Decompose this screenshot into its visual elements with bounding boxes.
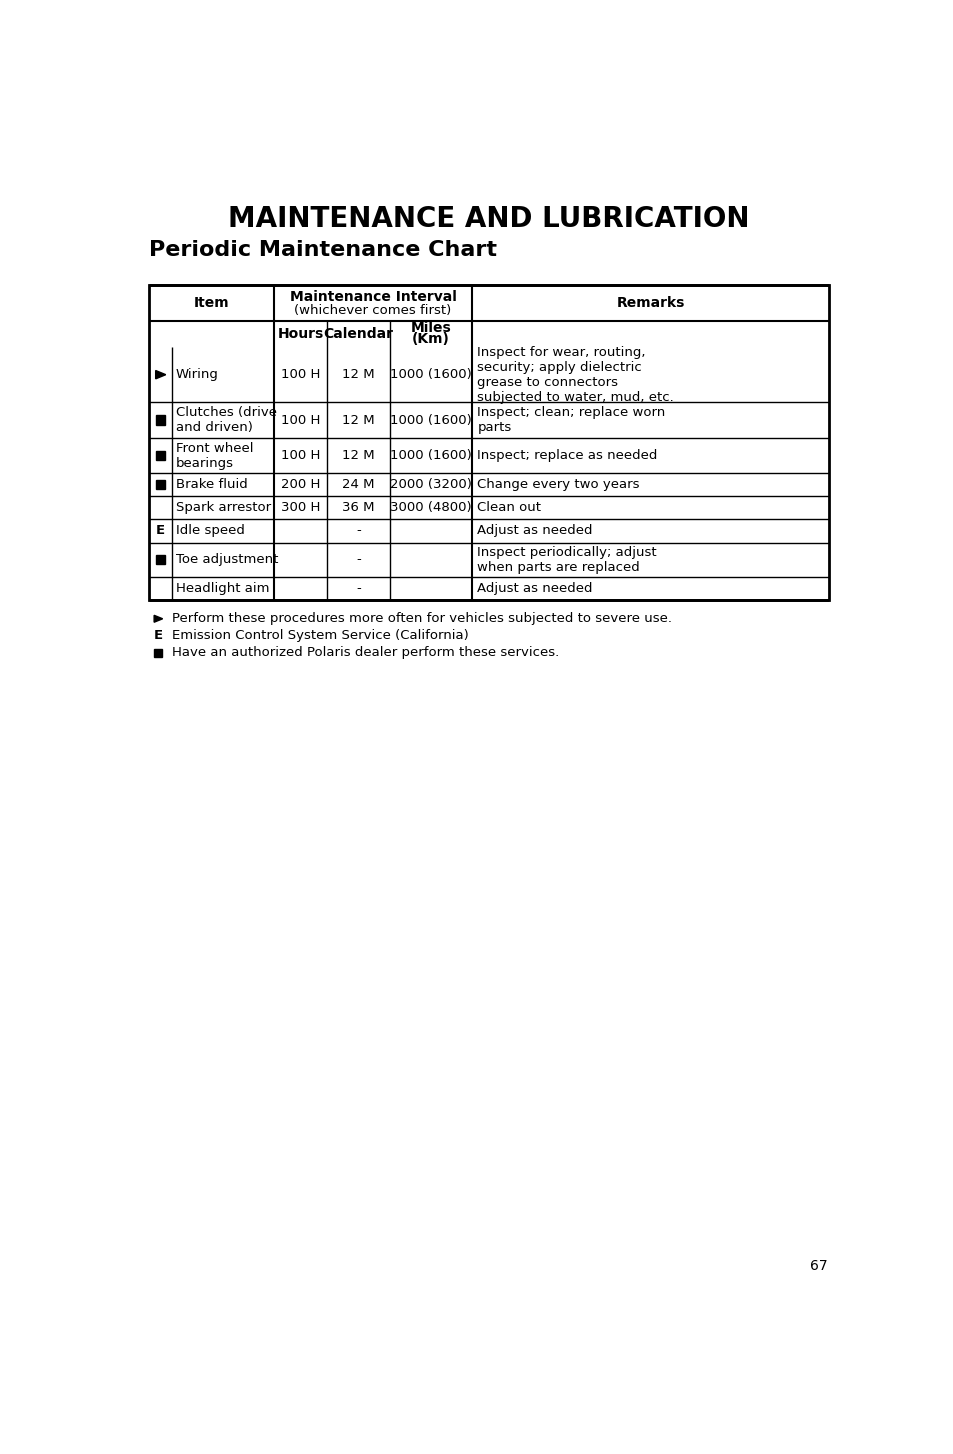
Text: Emission Control System Service (California): Emission Control System Service (Califor… <box>172 630 468 643</box>
Text: Brake fluid: Brake fluid <box>175 478 248 491</box>
Text: 200 H: 200 H <box>280 478 320 491</box>
Text: (whichever comes first): (whichever comes first) <box>294 304 451 317</box>
Text: Clutches (drive
and driven): Clutches (drive and driven) <box>175 406 276 435</box>
Text: 1000 (1600): 1000 (1600) <box>390 449 472 462</box>
Text: 2000 (3200): 2000 (3200) <box>390 478 472 491</box>
Text: Inspect periodically; adjust
when parts are replaced: Inspect periodically; adjust when parts … <box>476 545 657 574</box>
Bar <box>155 480 165 490</box>
Text: Item: Item <box>193 297 229 310</box>
Text: Spark arrestor: Spark arrestor <box>175 502 271 515</box>
Text: 12 M: 12 M <box>342 413 375 426</box>
Text: Calendar: Calendar <box>323 327 394 340</box>
Text: Inspect for wear, routing,
security; apply dielectric
grease to connectors
subje: Inspect for wear, routing, security; app… <box>476 346 674 404</box>
Bar <box>154 648 162 657</box>
Text: 300 H: 300 H <box>280 502 320 515</box>
Text: E: E <box>155 525 165 538</box>
Text: Hours: Hours <box>277 327 323 340</box>
Text: 1000 (1600): 1000 (1600) <box>390 413 472 426</box>
Text: -: - <box>356 554 361 567</box>
Text: Inspect; replace as needed: Inspect; replace as needed <box>476 449 657 462</box>
Text: Perform these procedures more often for vehicles subjected to severe use.: Perform these procedures more often for … <box>172 612 671 625</box>
Text: Inspect; clean; replace worn
parts: Inspect; clean; replace worn parts <box>476 406 665 435</box>
Text: Maintenance Interval: Maintenance Interval <box>290 289 456 304</box>
Bar <box>155 451 165 459</box>
Text: Front wheel
bearings: Front wheel bearings <box>175 442 253 470</box>
Text: 3000 (4800): 3000 (4800) <box>390 502 472 515</box>
Bar <box>155 416 165 425</box>
Text: Toe adjustment: Toe adjustment <box>175 554 278 567</box>
Text: 100 H: 100 H <box>280 413 320 426</box>
Text: 24 M: 24 M <box>342 478 375 491</box>
Text: Clean out: Clean out <box>476 502 540 515</box>
Text: 12 M: 12 M <box>342 368 375 381</box>
Polygon shape <box>154 615 162 622</box>
Text: 1000 (1600): 1000 (1600) <box>390 368 472 381</box>
Text: Idle speed: Idle speed <box>175 525 244 538</box>
Text: (Km): (Km) <box>412 333 450 346</box>
Text: Adjust as needed: Adjust as needed <box>476 525 592 538</box>
Text: Wiring: Wiring <box>175 368 218 381</box>
Polygon shape <box>155 371 166 379</box>
Bar <box>149 285 828 601</box>
Text: MAINTENANCE AND LUBRICATION: MAINTENANCE AND LUBRICATION <box>228 205 749 233</box>
Text: E: E <box>153 630 162 643</box>
Bar <box>155 555 165 564</box>
Text: Headlight aim: Headlight aim <box>175 582 269 595</box>
Text: Miles: Miles <box>411 321 451 336</box>
Text: 100 H: 100 H <box>280 368 320 381</box>
Text: 36 M: 36 M <box>342 502 375 515</box>
Text: 67: 67 <box>809 1259 827 1272</box>
Text: -: - <box>356 525 361 538</box>
Text: Remarks: Remarks <box>616 297 684 310</box>
Text: 12 M: 12 M <box>342 449 375 462</box>
Text: Change every two years: Change every two years <box>476 478 639 491</box>
Text: 100 H: 100 H <box>280 449 320 462</box>
Text: Have an authorized Polaris dealer perform these services.: Have an authorized Polaris dealer perfor… <box>172 646 558 659</box>
Text: Periodic Maintenance Chart: Periodic Maintenance Chart <box>149 240 497 260</box>
Text: -: - <box>356 582 361 595</box>
Text: Adjust as needed: Adjust as needed <box>476 582 592 595</box>
